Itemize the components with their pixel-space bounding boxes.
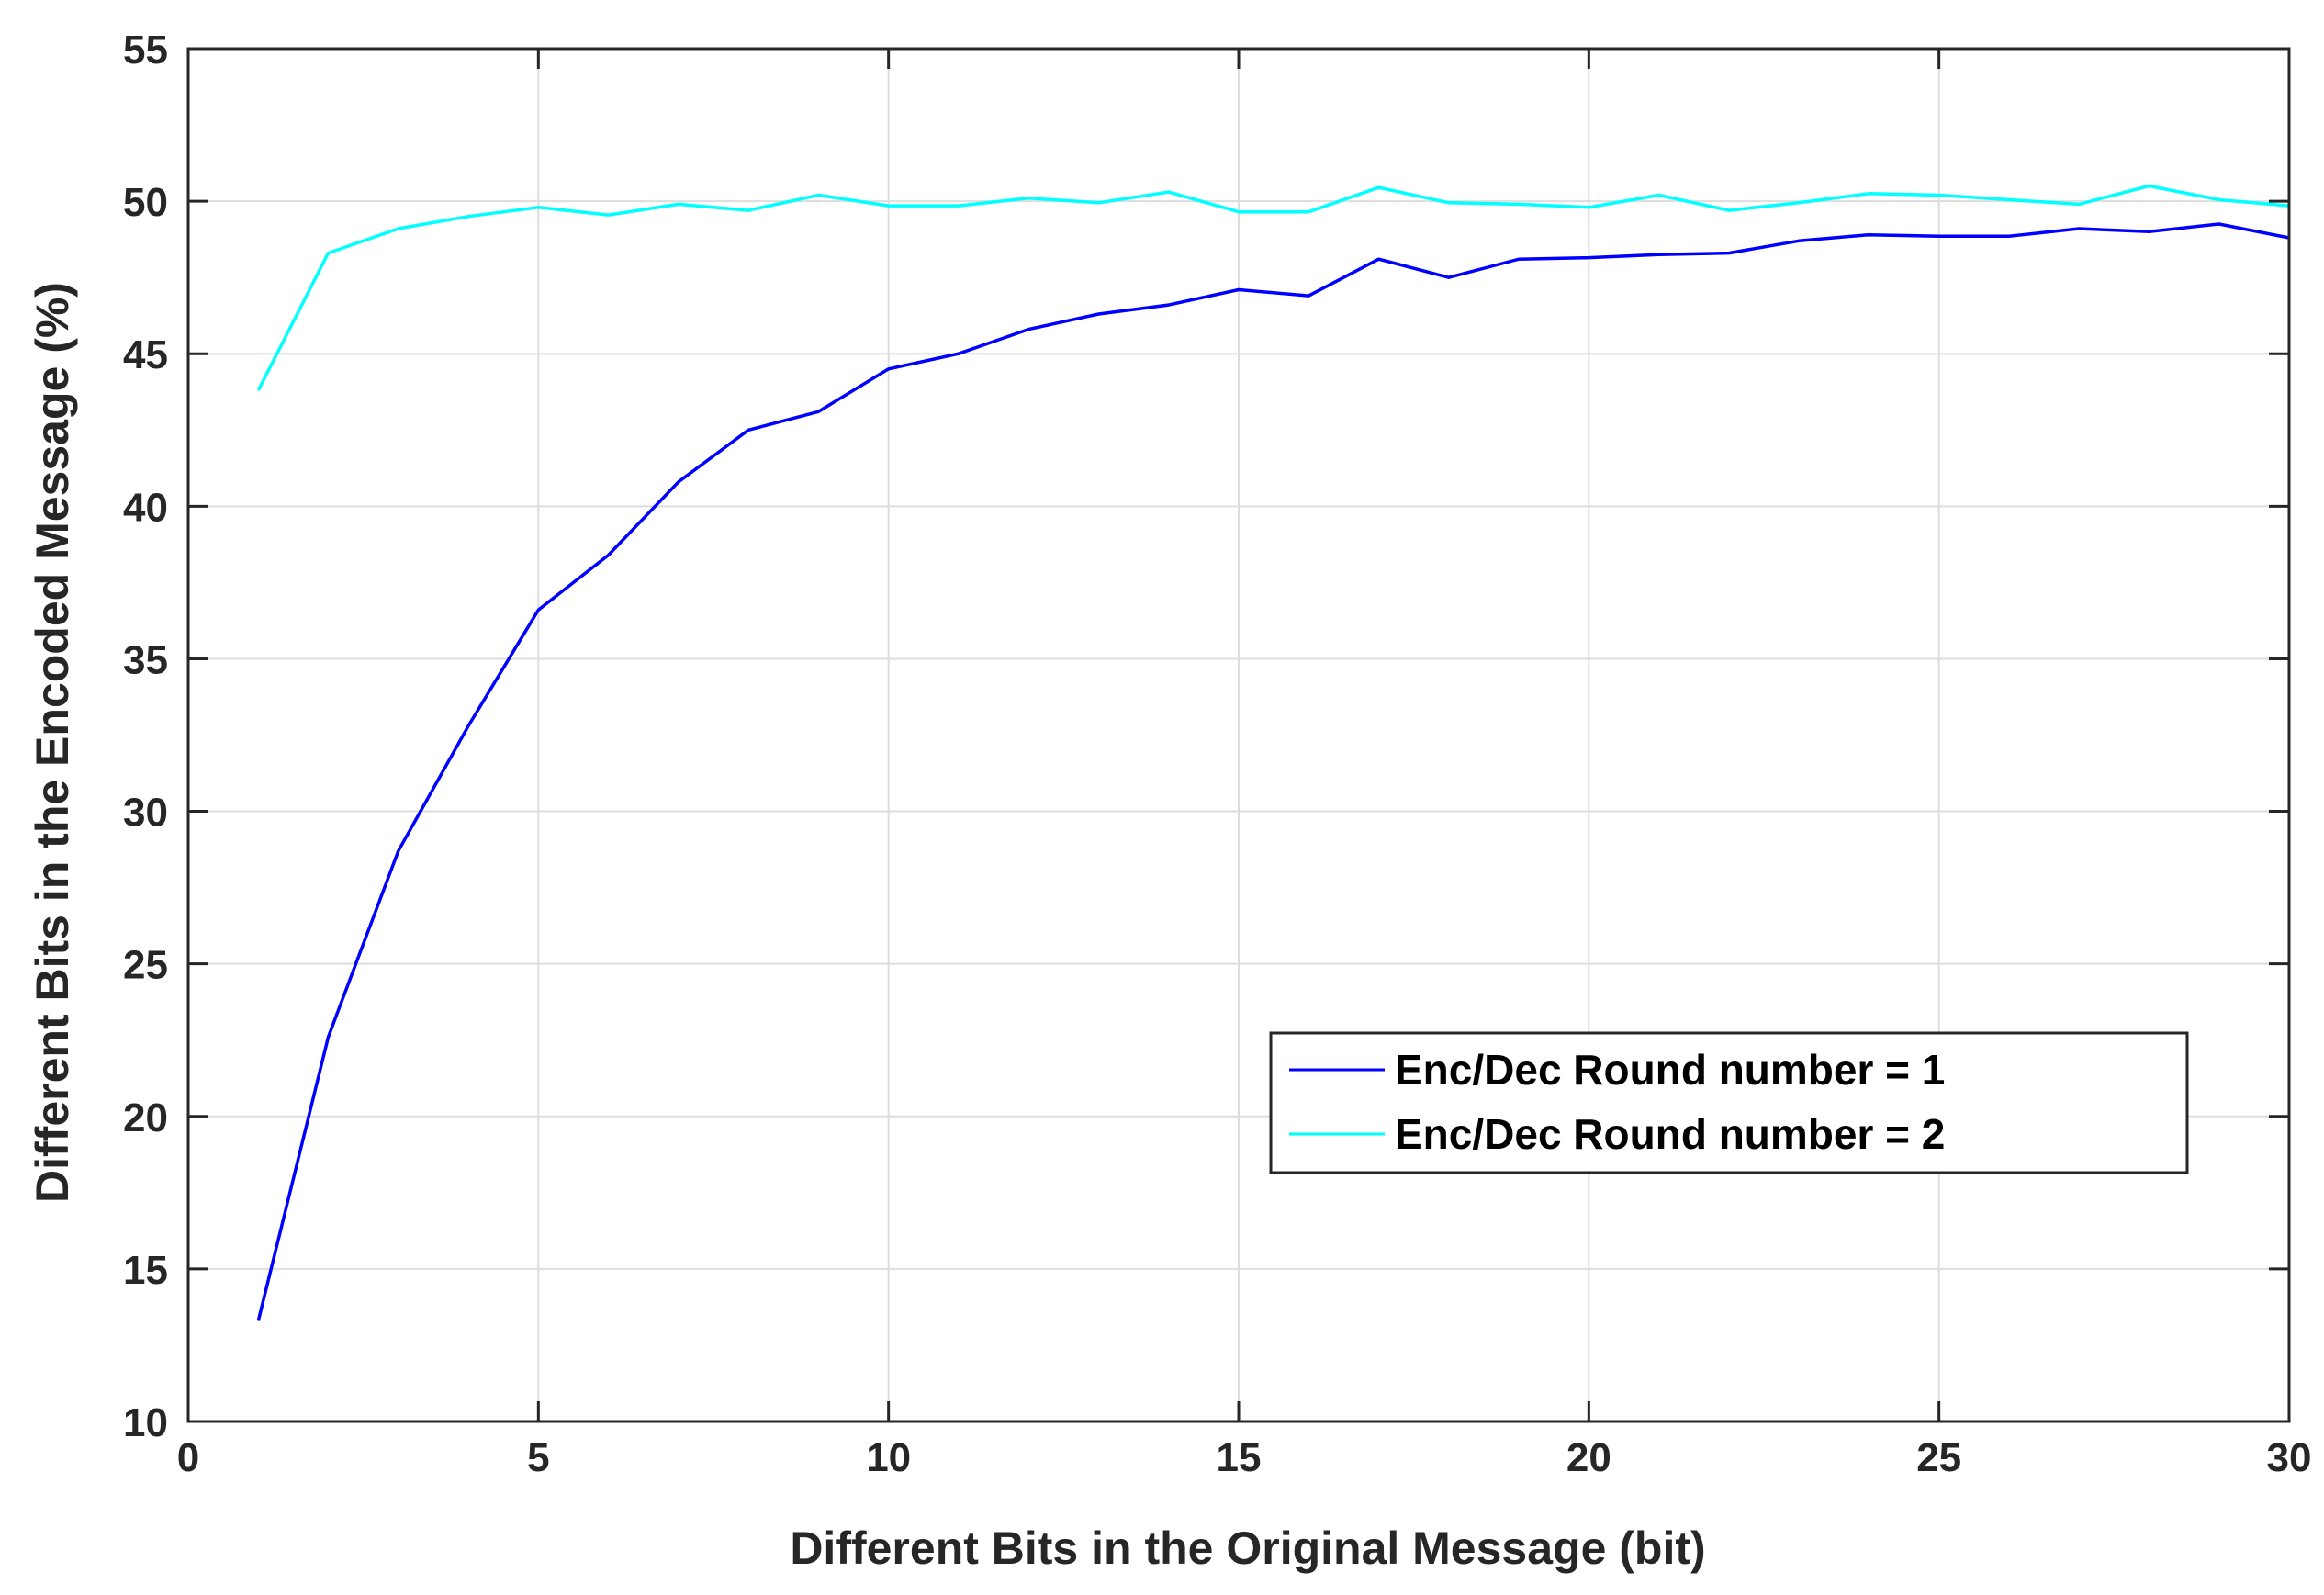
x-tick-label: 15 bbox=[1217, 1435, 1262, 1480]
y-axis-label: Different Bits in the Encoded Message (%… bbox=[27, 282, 78, 1203]
grid-lines bbox=[188, 49, 2289, 1421]
x-tick-label: 30 bbox=[2267, 1435, 2312, 1480]
x-tick-label: 10 bbox=[866, 1435, 911, 1480]
series-line-round-1 bbox=[256, 222, 2290, 1321]
y-tick-label: 50 bbox=[123, 180, 168, 225]
legend-box bbox=[1269, 1031, 2189, 1174]
y-tick-label: 10 bbox=[123, 1400, 168, 1445]
series-lines bbox=[256, 184, 2290, 1321]
axis-ticks: 0 5 10 15 20 25 30 10 15 20 25 30 35 40 45 50 55 bbox=[123, 28, 2311, 1480]
legend: Enc/Dec Round number = 1 Enc/Dec Round n… bbox=[1269, 1031, 2189, 1174]
y-tick-label: 30 bbox=[123, 791, 168, 836]
y-tick-label: 15 bbox=[123, 1248, 168, 1293]
legend-label-round-2: Enc/Dec Round number = 2 bbox=[1395, 1110, 1945, 1158]
x-tick-label: 20 bbox=[1566, 1435, 1611, 1480]
y-tick-label: 40 bbox=[123, 485, 168, 530]
x-tick-label: 25 bbox=[1916, 1435, 1961, 1480]
x-tick-label: 5 bbox=[527, 1435, 549, 1480]
y-tick-label: 35 bbox=[123, 637, 168, 682]
x-tick-label: 0 bbox=[177, 1435, 199, 1480]
y-tick-label: 20 bbox=[123, 1095, 168, 1140]
series-line-round-2 bbox=[256, 184, 2290, 391]
y-tick-label: 45 bbox=[123, 332, 168, 377]
x-axis-label: Different Bits in the Original Message (… bbox=[790, 1522, 1705, 1574]
y-tick-label: 25 bbox=[123, 943, 168, 988]
legend-label-round-1: Enc/Dec Round number = 1 bbox=[1395, 1046, 1945, 1094]
y-tick-label: 55 bbox=[123, 28, 168, 73]
